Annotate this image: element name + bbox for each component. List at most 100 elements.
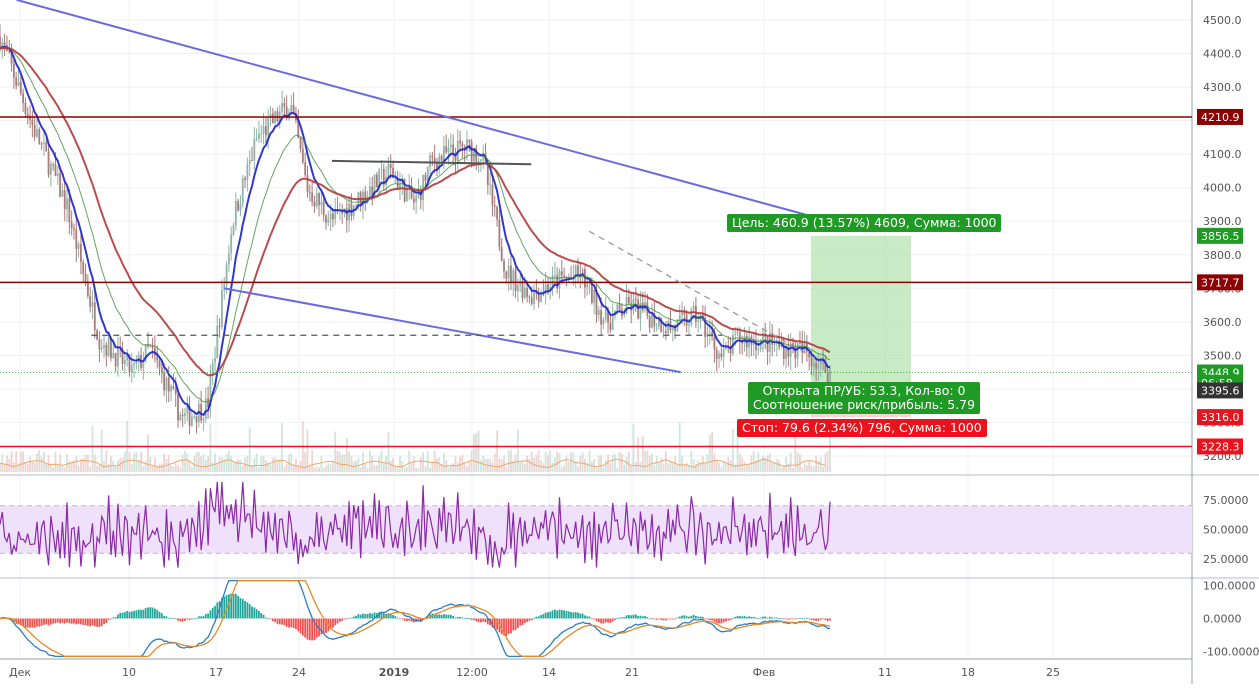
candle-body[interactable] [114,352,117,367]
trendline[interactable] [331,159,532,166]
candle-body[interactable] [61,190,64,197]
candle-body[interactable] [812,363,815,367]
candle-body[interactable] [369,186,371,196]
candle-body[interactable] [394,177,397,179]
candle-body[interactable] [639,302,642,319]
candle-body[interactable] [172,386,175,390]
candle-body[interactable] [419,191,422,201]
candle-body[interactable] [593,289,596,303]
candle-body[interactable] [167,377,170,392]
candle-body[interactable] [433,157,436,162]
candle-body[interactable] [371,186,374,197]
candle-body[interactable] [290,105,293,112]
candle-body[interactable] [459,140,461,144]
candle-body[interactable] [308,191,311,193]
candle-body[interactable] [454,153,457,161]
candle-body[interactable] [325,215,327,223]
candle-body[interactable] [762,334,764,340]
candle-body[interactable] [160,367,163,373]
candle-body[interactable] [493,205,496,207]
candle-body[interactable] [505,271,508,279]
candle-body[interactable] [387,164,390,177]
candle-body[interactable] [544,284,547,294]
candle-body[interactable] [315,193,318,207]
candle-body[interactable] [221,290,223,327]
candle-body[interactable] [715,349,718,359]
candle-body[interactable] [126,354,129,361]
candle-body[interactable] [780,344,783,347]
candle-body[interactable] [422,175,424,201]
candle-body[interactable] [142,361,145,368]
candle-body[interactable] [530,297,533,304]
candle-body[interactable] [653,312,656,327]
candle-body[interactable] [232,225,235,235]
candle-body[interactable] [692,305,695,310]
candle-body[interactable] [105,344,108,356]
candle-body[interactable] [711,332,713,337]
candle-body[interactable] [262,126,265,134]
candle-body[interactable] [29,116,31,120]
candle-body[interactable] [808,351,811,358]
candle-body[interactable] [523,288,526,298]
candle-body[interactable] [796,343,799,359]
candle-body[interactable] [130,365,133,373]
candle-body[interactable] [54,164,57,176]
price-label-tag[interactable] [1197,382,1243,399]
open-position-label[interactable]: Открыта ПР/УБ: 53.3, Кол-во: 0 Соотношен… [748,382,981,414]
candle-body[interactable] [526,288,529,297]
candle-body[interactable] [255,138,258,140]
candle-body[interactable] [609,322,612,330]
candle-body[interactable] [741,341,744,344]
candle-body[interactable] [456,140,459,161]
candle-body[interactable] [634,299,637,301]
candle-body[interactable] [26,113,29,117]
candle-body[interactable] [304,162,307,176]
candle-body[interactable] [510,265,512,284]
stop-label[interactable]: Стоп: 79.6 (2.34%) 796, Сумма: 1000 [737,419,987,437]
candle-body[interactable] [332,213,334,220]
candle-body[interactable] [461,143,464,147]
price-label-tag[interactable] [1197,409,1243,426]
candle-body[interactable] [158,360,161,368]
candle-body[interactable] [223,284,226,291]
candle-body[interactable] [690,309,693,325]
candle-body[interactable] [630,303,633,311]
candle-body[interactable] [382,168,385,185]
candle-body[interactable] [33,124,36,137]
candle-body[interactable] [540,292,542,302]
candle-body[interactable] [722,349,725,357]
candle-body[interactable] [345,208,348,221]
candle-body[interactable] [301,148,304,163]
candle-body[interactable] [93,302,96,331]
candle-body[interactable] [406,189,408,202]
candle-body[interactable] [320,201,323,206]
candle-body[interactable] [258,133,260,139]
candle-body[interactable] [627,296,630,304]
candle-body[interactable] [209,375,212,408]
candle-body[interactable] [84,273,87,282]
candle-body[interactable] [204,398,207,419]
candle-body[interactable] [133,363,135,366]
candle-body[interactable] [329,213,332,220]
price-label-tag[interactable] [1197,227,1243,244]
candle-body[interactable] [607,309,609,323]
candle-body[interactable] [313,201,316,207]
candle-body[interactable] [514,269,517,292]
candle-body[interactable] [165,377,168,391]
candle-body[interactable] [503,260,505,272]
candle-body[interactable] [667,321,670,334]
candle-body[interactable] [170,386,172,392]
candle-body[interactable] [68,198,71,223]
candle-body[interactable] [98,339,101,350]
candle-body[interactable] [678,315,681,320]
candle-body[interactable] [123,360,126,364]
candle-body[interactable] [186,405,189,414]
candle-body[interactable] [49,163,52,175]
candle-body[interactable] [829,368,831,383]
candle-body[interactable] [184,413,186,417]
candle-body[interactable] [565,278,568,280]
candle-body[interactable] [188,405,191,426]
candle-body[interactable] [246,164,249,181]
